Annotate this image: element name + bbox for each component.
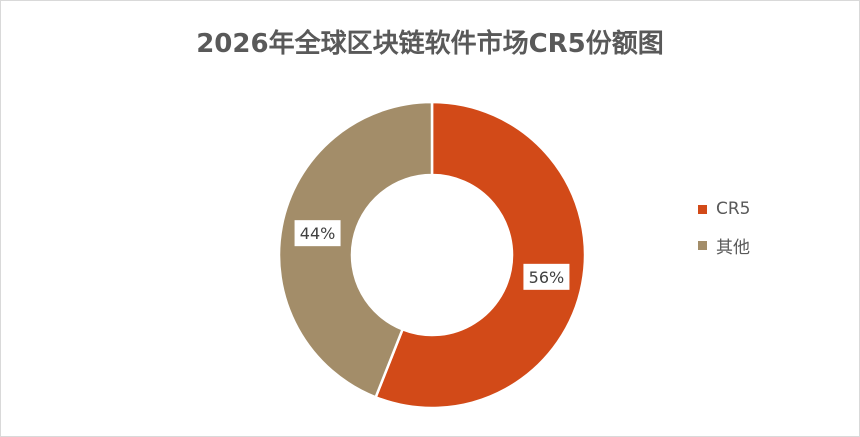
legend-item-other: 其他: [698, 233, 750, 258]
data-label-other: 44%: [294, 220, 341, 247]
chart-title: 2026年全球区块链软件市场CR5份额图: [196, 29, 664, 59]
slice-cr5: [374, 100, 587, 410]
legend-item-cr5: CR5: [698, 199, 751, 219]
legend-label-cr5: CR5: [716, 199, 751, 219]
data-label-box: [294, 220, 341, 247]
data-label-text: 56%: [529, 268, 565, 287]
data-label-text: 44%: [300, 224, 336, 243]
data-label-cr5: 56%: [523, 263, 570, 290]
data-label-box: [523, 263, 570, 290]
legend-label-other: 其他: [716, 238, 750, 258]
slice-other: [277, 100, 434, 399]
legend-swatch-cr5: [698, 204, 707, 214]
legend-swatch-other: [698, 241, 707, 250]
